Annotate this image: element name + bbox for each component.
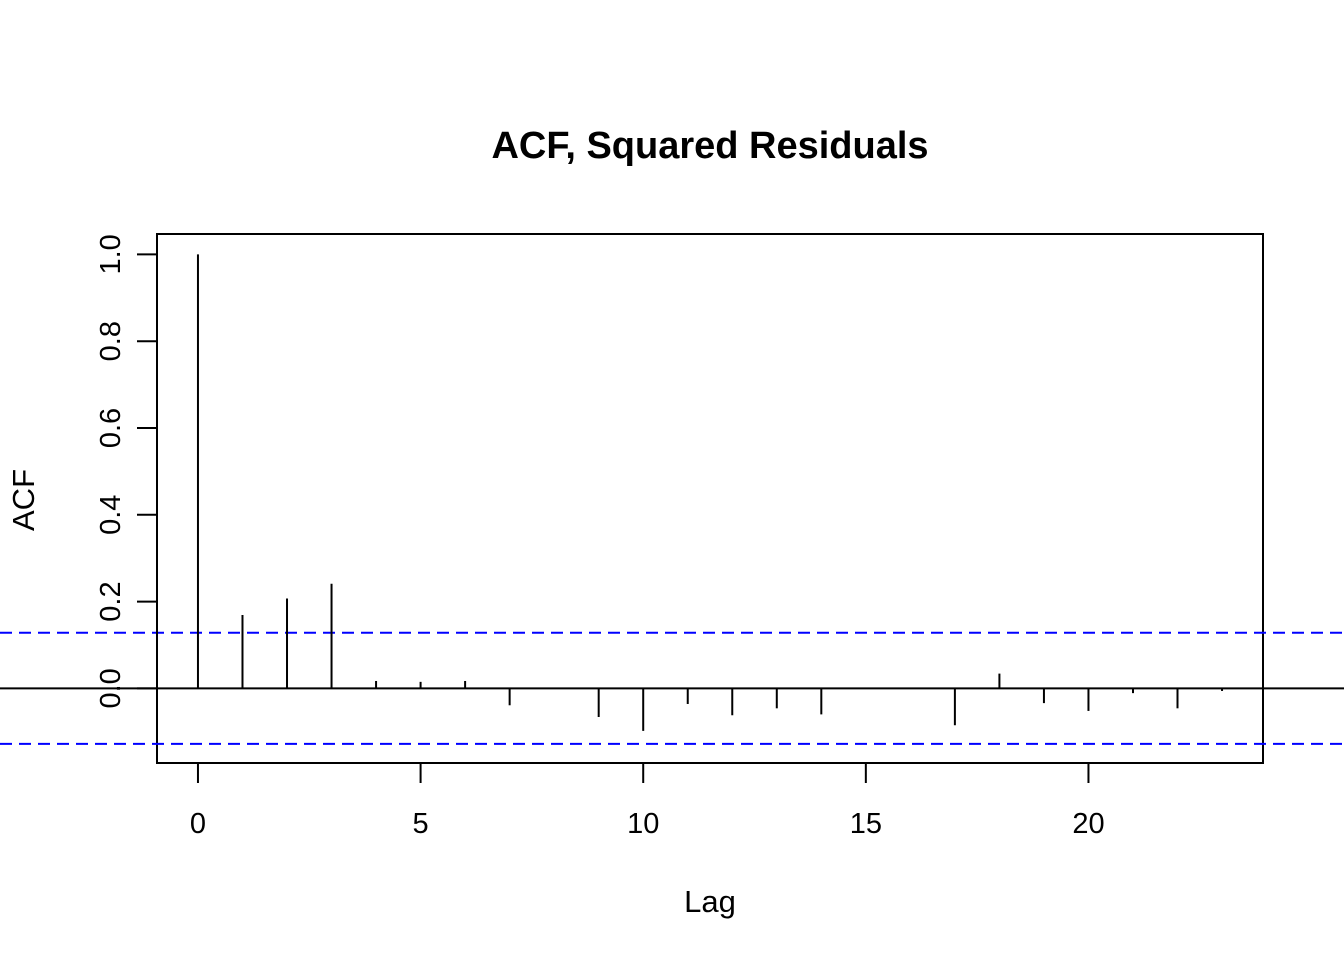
y-tick-label: 0.4 — [95, 495, 127, 535]
plot-frame — [156, 233, 1264, 764]
y-tick-label: 0.8 — [95, 321, 127, 361]
x-tick-label: 5 — [413, 808, 429, 840]
confidence-bounds — [0, 631, 1344, 745]
y-tick-label: 0.0 — [95, 668, 127, 708]
x-tick-label: 10 — [627, 808, 659, 840]
y-axis-label: ACF — [6, 469, 41, 531]
x-tick-label: 0 — [190, 808, 206, 840]
acf-bars — [196, 254, 1224, 731]
chart-title: ACF, Squared Residuals — [491, 125, 928, 167]
x-tick-label: 15 — [850, 808, 882, 840]
y-tick-label: 1.0 — [95, 234, 127, 274]
y-tick-label: 0.2 — [95, 581, 127, 621]
x-axis: 0 5 10 15 20 — [190, 762, 1105, 840]
y-axis: 0.0 0.2 0.4 0.6 0.8 1.0 — [95, 234, 158, 709]
y-tick-label: 0.6 — [95, 408, 127, 448]
x-axis-label: Lag — [684, 884, 736, 919]
x-tick-label: 20 — [1072, 808, 1104, 840]
